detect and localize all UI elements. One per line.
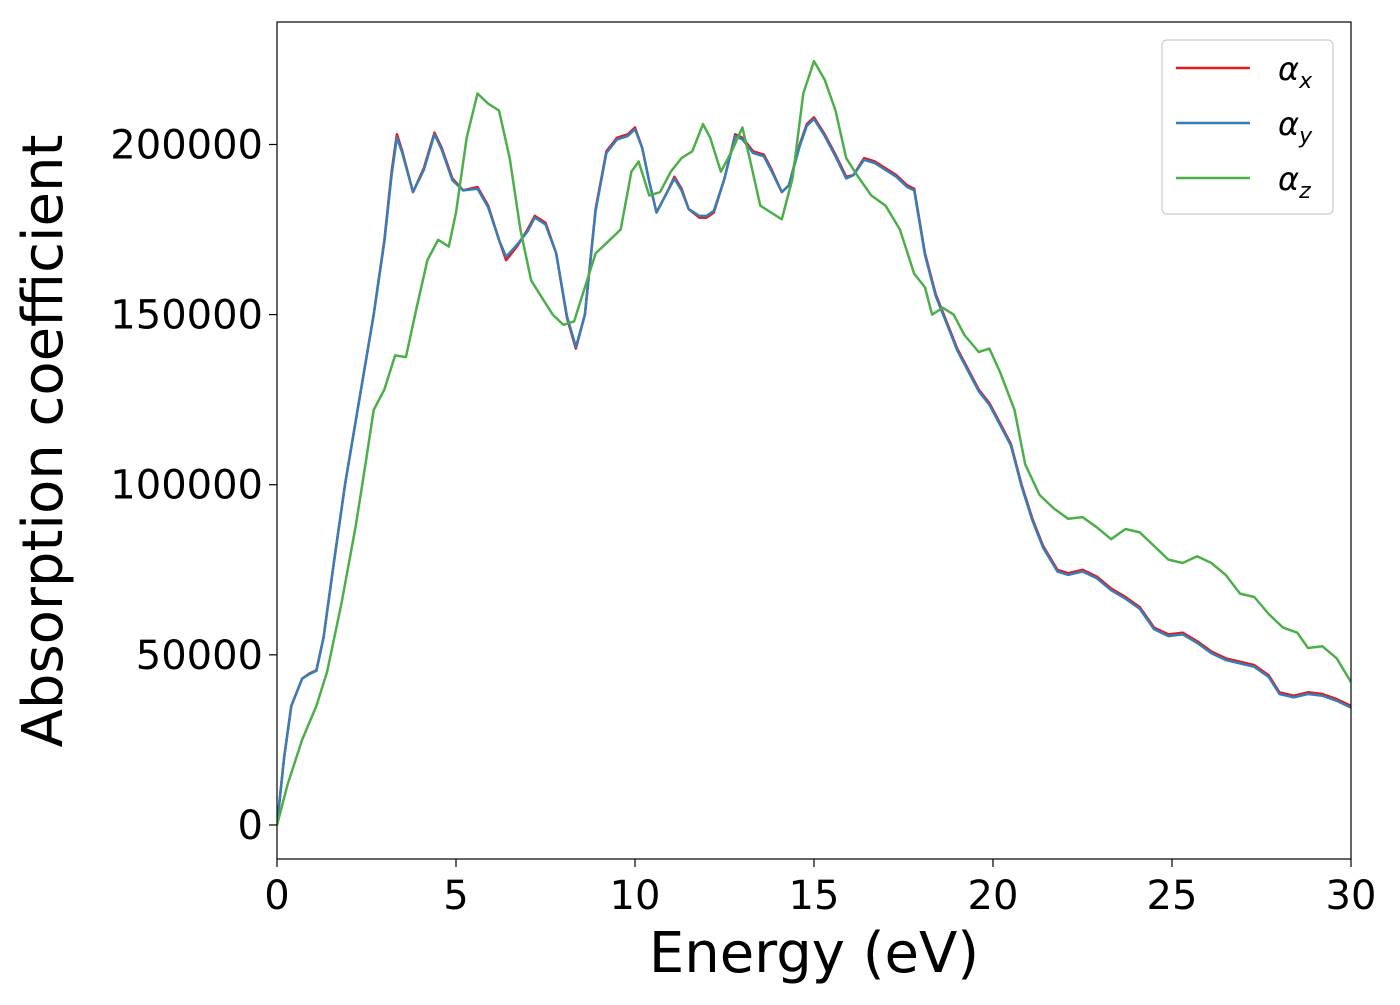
legend-label-x: αx: [1278, 50, 1313, 94]
x-tick-label: 20: [968, 873, 1019, 919]
y-axis: 0 50000 100000 150000 200000: [110, 122, 277, 849]
y-tick-label: 200000: [110, 122, 263, 168]
y-tick-label: 0: [238, 803, 263, 849]
x-tick-label: 15: [789, 873, 840, 919]
x-tick-label: 5: [443, 873, 468, 919]
x-tick-label: 10: [610, 873, 661, 919]
x-tick-label: 0: [264, 873, 289, 919]
legend-frame: [1161, 39, 1334, 215]
x-tick-label: 25: [1147, 873, 1198, 919]
y-tick-label: 50000: [136, 633, 263, 679]
x-tick-label: 30: [1326, 873, 1377, 919]
y-tick-label: 150000: [110, 293, 263, 339]
series-line-z: [277, 59, 1351, 826]
series-layer: [277, 59, 1351, 826]
legend-label-z: αz: [1278, 160, 1311, 204]
x-axis: 0 5 10 15 20 25 30: [264, 859, 1376, 919]
series-line-y: [277, 117, 1351, 826]
y-axis-title: Absorption coefficient: [11, 135, 76, 748]
legend: αx αy αz: [1161, 39, 1334, 215]
y-tick-label: 100000: [110, 463, 263, 509]
legend-label-y: αy: [1278, 105, 1313, 149]
x-axis-title: Energy (eV): [649, 921, 979, 986]
series-line-x: [277, 116, 1351, 826]
